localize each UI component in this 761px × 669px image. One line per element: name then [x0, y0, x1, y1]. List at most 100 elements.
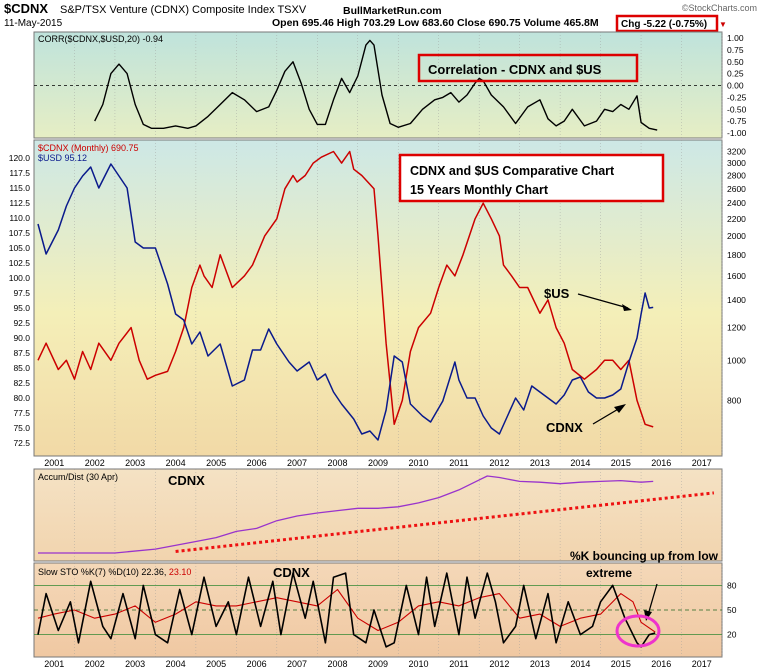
usd-axis-tick-label: 90.0 [13, 333, 30, 343]
year-tick-label: 2010 [408, 659, 428, 669]
correlation-tick-label: -0.25 [727, 92, 747, 102]
cdnx-axis-tick-label: 2000 [727, 231, 746, 241]
year-tick-label: 2015 [611, 458, 631, 468]
usd-axis-tick-label: 102.5 [9, 258, 31, 268]
correlation-tick-label: -0.75 [727, 116, 747, 126]
cdnx-axis-tick-label: 1600 [727, 271, 746, 281]
stochastic-note-line1: %K bouncing up from low [570, 549, 719, 563]
stochastic-legend-d: 23.10 [169, 567, 192, 577]
correlation-tick-label: 0.25 [727, 69, 744, 79]
year-tick-label: 2014 [570, 458, 590, 468]
usd-axis-tick-label: 100.0 [9, 273, 31, 283]
usd-axis-tick-label: 110.0 [9, 213, 30, 223]
year-tick-label: 2003 [125, 659, 145, 669]
correlation-tick-label: 0.75 [727, 45, 744, 55]
year-tick-label: 2013 [530, 659, 550, 669]
stochastic-arrow [647, 583, 658, 616]
tick-layer: 2001 2001 2002 2002 2003 2003 2004 2004 2005 2005… [9, 33, 747, 669]
accumdist-cdnx-label: CDNX [168, 473, 205, 488]
chart-date: 11-May-2015 [4, 18, 63, 29]
index-description: S&P/TSX Venture (CDNX) Composite Index T… [60, 4, 307, 16]
year-tick-label: 2004 [166, 458, 186, 468]
accumdist-panel [33, 468, 723, 562]
year-tick-label: 2008 [328, 659, 348, 669]
cdnx-axis-tick-label: 1400 [727, 295, 746, 305]
usd-axis-tick-label: 107.5 [9, 228, 31, 238]
cdnx-axis-tick-label: 3200 [727, 147, 746, 157]
year-tick-label: 2015 [611, 659, 631, 669]
year-tick-label: 2008 [328, 458, 348, 468]
correlation-callout-box [417, 53, 639, 83]
year-tick-label: 2001 [44, 458, 64, 468]
year-tick-label: 2017 [692, 659, 712, 669]
cdnx-axis-tick-label: 3000 [727, 158, 746, 168]
usd-axis-tick-label: 117.5 [9, 168, 30, 178]
usd-axis-tick-label: 77.5 [13, 408, 30, 418]
usd-axis-tick-label: 92.5 [13, 318, 30, 328]
series-layer [37, 39, 715, 648]
stochastic-legend: Slow STO %K(7) %D(10) 22.36, 23.10 [38, 567, 191, 577]
cdnx-axis-tick-label: 800 [727, 395, 741, 405]
usd-axis-tick-label: 105.0 [9, 243, 31, 253]
usd-axis-tick-label: 97.5 [13, 288, 30, 298]
cdnx-axis-tick-label: 2600 [727, 184, 746, 194]
quote-line: Open 695.46 High 703.29 Low 683.60 Close… [272, 17, 599, 29]
correlation-line [94, 39, 658, 131]
year-tick-label: 2002 [85, 458, 105, 468]
correlation-tick-label: -0.50 [727, 104, 747, 114]
us-label: $US [544, 286, 570, 301]
usd-axis-tick-label: 120.0 [9, 153, 31, 163]
usd-legend: $USD 95.12 [38, 153, 87, 163]
year-tick-label: 2011 [449, 458, 468, 468]
accumdist-trendline [175, 491, 715, 553]
stochastic-tick-label: 80 [727, 580, 737, 590]
watermark: ©StockCharts.com [682, 3, 757, 13]
symbol-title: $CDNX [4, 1, 48, 16]
year-tick-label: 2004 [166, 659, 186, 669]
correlation-callout: Correlation - CDNX and $US [428, 62, 602, 77]
cdnx-axis-tick-label: 1000 [727, 355, 746, 365]
usd-axis-tick-label: 80.0 [13, 393, 30, 403]
cdnx-arrow [592, 407, 621, 425]
cdnx-price-line [37, 150, 654, 428]
accumdist-legend: Accum/Dist (30 Apr) [38, 472, 118, 482]
stochastic-note-line2: extreme [586, 566, 632, 580]
usd-axis-tick-label: 95.0 [13, 303, 30, 313]
usd-axis-tick-label: 112.5 [9, 198, 30, 208]
us-arrowhead-icon [622, 304, 632, 311]
year-tick-label: 2016 [651, 659, 671, 669]
stochastic-d-line [37, 588, 656, 633]
usd-axis-tick-label: 115.0 [9, 183, 30, 193]
cdnx-label: CDNX [546, 420, 583, 435]
cdnx-axis-tick-label: 2200 [727, 214, 746, 224]
change-value: Chg -5.22 (-0.75%) [621, 19, 707, 30]
stochastic-highlight-ring [615, 614, 661, 648]
cdnx-legend: $CDNX (Monthly) 690.75 [38, 143, 139, 153]
year-tick-label: 2012 [489, 659, 509, 669]
year-tick-label: 2001 [44, 659, 64, 669]
year-tick-label: 2009 [368, 458, 388, 468]
year-tick-label: 2006 [247, 458, 267, 468]
stochastic-legend-k: Slow STO %K(7) %D(10) 22.36, [38, 567, 166, 577]
year-tick-label: 2014 [570, 659, 590, 669]
year-tick-label: 2007 [287, 458, 307, 468]
stochastic-k-line [37, 572, 656, 648]
cdnx-axis-tick-label: 1800 [727, 250, 746, 260]
comparative-callout-box [398, 153, 665, 203]
change-down-icon: ▼ [719, 20, 727, 29]
accumdist-line [38, 475, 654, 554]
year-tick-label: 2003 [125, 458, 145, 468]
year-tick-label: 2017 [692, 458, 712, 468]
usd-axis-tick-label: 85.0 [13, 363, 30, 373]
usd-axis-tick-label: 87.5 [13, 348, 30, 358]
correlation-tick-label: 0.00 [727, 81, 744, 91]
usd-price-line [37, 163, 654, 441]
chart-header: $CDNX S&P/TSX Venture (CDNX) Composite I… [4, 1, 757, 33]
stochastic-tick-label: 20 [727, 630, 737, 640]
site-name: BullMarketRun.com [343, 5, 442, 17]
cdnx-arrowhead-icon [614, 404, 626, 413]
year-tick-label: 2010 [408, 458, 428, 468]
stochastic-tick-label: 50 [727, 605, 737, 615]
correlation-legend: CORR($CDNX,$USD,20) -0.94 [38, 34, 163, 44]
